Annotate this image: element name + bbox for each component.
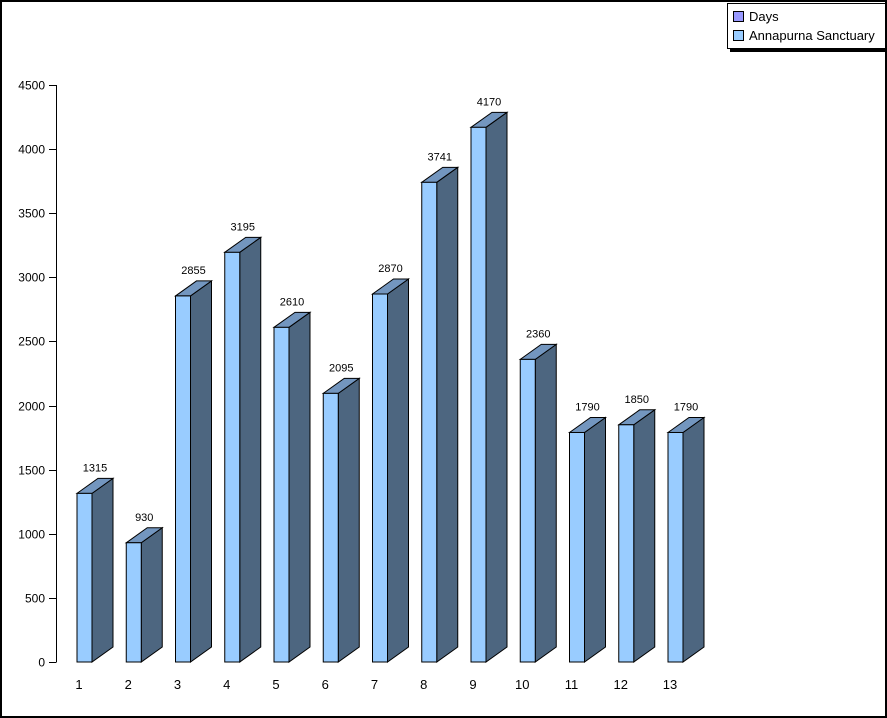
bar-side-face <box>633 408 656 663</box>
bar-value-label: 3195 <box>231 221 255 233</box>
bar-value-label: 1790 <box>575 401 599 413</box>
x-tick-label: 6 <box>322 677 329 692</box>
bar-value-label: 4170 <box>477 96 501 108</box>
bar-value-label: 1315 <box>83 462 107 474</box>
bar-front-face <box>125 542 142 663</box>
x-tick-label: 12 <box>614 677 628 692</box>
y-tick-label: 4000 <box>18 143 45 157</box>
bar-side-face <box>288 311 311 663</box>
bar-front-face <box>372 293 388 663</box>
bar-value-label: 2855 <box>181 265 205 277</box>
x-tick-label: 1 <box>75 677 82 692</box>
legend-label-annapurna-sanctuary: Annapurna Sanctuary <box>749 28 875 43</box>
x-tick-label: 5 <box>272 677 279 692</box>
x-tick-label: 13 <box>663 677 677 692</box>
bar-side-face <box>91 477 114 663</box>
bar-side-face <box>584 416 606 663</box>
y-tick-label: 4500 <box>18 79 45 93</box>
y-tick-label: 1500 <box>18 464 45 478</box>
bar-front-face <box>175 295 191 663</box>
bar-side-face <box>387 278 409 663</box>
x-tick-label: 2 <box>125 677 132 692</box>
y-tick-label: 3500 <box>18 207 45 221</box>
bar-side-face <box>239 236 262 663</box>
legend-item-annapurna-sanctuary: Annapurna Sanctuary <box>733 26 875 45</box>
x-tick-label: 10 <box>515 677 529 692</box>
bar-value-label: 2610 <box>280 296 304 308</box>
bar-front-face <box>224 251 241 663</box>
bar-front-face <box>322 392 339 663</box>
y-tick-label: 2000 <box>18 400 45 414</box>
bar-value-label: 2360 <box>526 328 550 340</box>
bar-value-label: 3741 <box>428 151 452 163</box>
y-tick-label: 0 <box>38 656 45 670</box>
bar-front-face <box>76 492 93 663</box>
bar-value-label: 1790 <box>674 401 698 413</box>
legend-item-days: Days <box>733 7 875 26</box>
y-tick-label: 3000 <box>18 271 45 285</box>
bar-front-face <box>273 326 290 663</box>
x-tick-label: 4 <box>223 677 230 692</box>
days-series-marker-icon <box>733 11 744 22</box>
bar-side-face <box>190 279 212 663</box>
bar-front-face <box>569 431 585 663</box>
bar-value-label: 2095 <box>329 362 353 374</box>
x-tick-label: 8 <box>420 677 427 692</box>
legend-label-days: Days <box>749 9 779 24</box>
y-tick-label: 500 <box>25 592 45 606</box>
y-tick-label: 2500 <box>18 335 45 349</box>
bar-side-face <box>337 377 360 663</box>
bar-side-face <box>485 111 508 663</box>
bar-side-face <box>140 526 163 663</box>
bar-value-label: 2870 <box>378 263 402 275</box>
legend: Days Annapurna Sanctuary <box>727 3 886 49</box>
x-tick-label: 7 <box>371 677 378 692</box>
x-tick-label: 3 <box>174 677 181 692</box>
y-tick-label: 1000 <box>18 528 45 542</box>
x-tick-label: 9 <box>469 677 476 692</box>
annapurna-sanctuary-series-marker-icon <box>733 30 744 41</box>
bar-side-face <box>534 343 557 663</box>
bar-front-face <box>618 424 635 663</box>
bar-side-face <box>436 166 459 663</box>
bar-front-face <box>667 431 684 663</box>
bar-value-label: 930 <box>135 512 153 524</box>
x-tick-label: 11 <box>565 677 579 692</box>
bar-value-label: 1850 <box>625 394 649 406</box>
bar-side-face <box>682 416 705 663</box>
bar-front-face <box>519 358 536 663</box>
bar-front-face <box>470 126 487 663</box>
bar-front-face <box>421 181 438 663</box>
